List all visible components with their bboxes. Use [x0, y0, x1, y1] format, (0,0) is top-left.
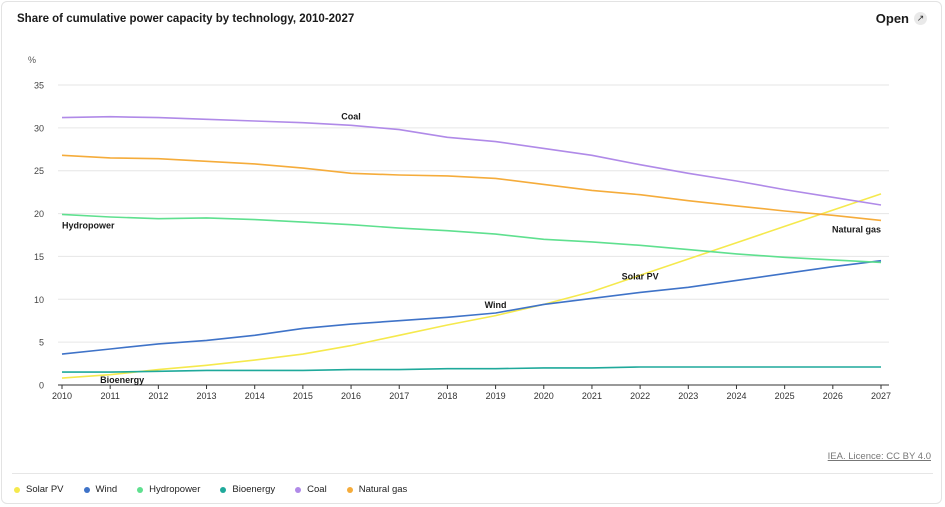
legend-marker	[220, 486, 227, 493]
chart-title: Share of cumulative power capacity by te…	[17, 13, 355, 25]
y-tick-label: 10	[34, 295, 44, 305]
y-tick-label: 25	[34, 166, 44, 176]
series-annotation: Hydropower	[62, 220, 115, 230]
chart-legend: Solar PV Wind Hydropower Bioenergy Coal Natur…	[14, 484, 407, 495]
license-link[interactable]: IEA. Licence: CC BY 4.0	[827, 451, 931, 462]
legend-label: Wind	[95, 484, 118, 495]
open-button-label: Open	[875, 11, 909, 26]
legend-label: Bioenergy	[232, 484, 276, 495]
x-tick-label: 2021	[582, 391, 602, 401]
chart-labels: Coal Hydropower Natural gas Solar PV Wind Bio…	[62, 111, 881, 385]
legend-label: Natural gas	[358, 484, 408, 495]
legend-item-solar-pv[interactable]: Solar PV	[14, 484, 64, 495]
series-line-hydropower[interactable]	[61, 213, 882, 264]
legend-item-coal[interactable]: Coal	[295, 484, 327, 495]
legend-divider	[12, 473, 933, 474]
legend-marker	[295, 486, 302, 493]
series-annotation: Natural gas	[832, 224, 881, 234]
legend-label: Coal	[307, 484, 327, 495]
x-tick-label: 2017	[389, 391, 409, 401]
x-tick-label: 2019	[486, 391, 506, 401]
x-tick-label: 2016	[341, 391, 361, 401]
legend-label: Hydropower	[149, 484, 201, 495]
x-tick-label: 2025	[775, 391, 795, 401]
series-annotation: Wind	[485, 300, 507, 310]
x-tick-label: 2018	[437, 391, 457, 401]
y-tick-label: 0	[39, 381, 44, 391]
y-tick-label: 35	[34, 81, 44, 91]
legend-marker	[83, 486, 90, 493]
chart-lines	[61, 115, 882, 379]
x-tick-label: 2013	[197, 391, 217, 401]
x-tick-label: 2023	[678, 391, 698, 401]
y-tick-label: 15	[34, 252, 44, 262]
x-tick-label: 2011	[100, 391, 119, 401]
x-tick-label: 2022	[630, 391, 650, 401]
y-axis-unit-label: %	[28, 55, 36, 65]
expand-icon: ↗	[914, 12, 927, 25]
y-tick-label: 5	[39, 338, 44, 348]
series-annotation: Coal	[341, 111, 361, 121]
x-tick-label: 2014	[245, 391, 265, 401]
x-tick-label: 2015	[293, 391, 313, 401]
series-line-wind[interactable]	[61, 259, 882, 355]
series-annotation: Bioenergy	[100, 375, 144, 385]
x-tick-label: 2020	[534, 391, 554, 401]
series-line-coal[interactable]	[61, 115, 882, 206]
x-tick-label: 2010	[52, 391, 72, 401]
legend-item-wind[interactable]: Wind	[83, 484, 118, 495]
x-tick-label: 2012	[148, 391, 168, 401]
legend-item-natural-gas[interactable]: Natural gas	[346, 484, 408, 495]
legend-item-bioenergy[interactable]: Bioenergy	[220, 484, 275, 495]
legend-marker	[346, 486, 353, 493]
legend-label: Solar PV	[26, 484, 64, 495]
series-line-solar-pv[interactable]	[61, 193, 882, 379]
x-tick-label: 2026	[823, 391, 843, 401]
open-button[interactable]: Open ↗	[876, 11, 927, 26]
series-line-bioenergy[interactable]	[62, 366, 881, 373]
legend-marker	[137, 486, 144, 493]
legend-marker	[14, 486, 20, 493]
x-tick-label: 2024	[726, 391, 746, 401]
series-annotation: Solar PV	[622, 271, 659, 281]
chart-grid	[58, 84, 889, 386]
y-tick-label: 30	[34, 123, 44, 133]
legend-item-hydropower[interactable]: Hydropower	[137, 484, 200, 495]
series-line-natural-gas[interactable]	[61, 154, 882, 222]
y-tick-label: 20	[34, 209, 44, 219]
x-tick-label: 2027	[871, 391, 891, 401]
